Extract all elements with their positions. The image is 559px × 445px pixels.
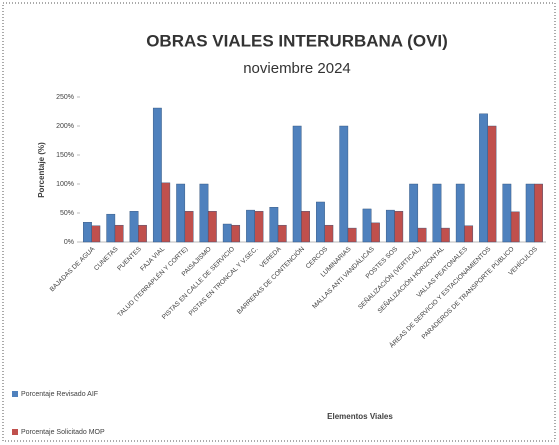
bar (339, 125, 349, 243)
bar (371, 222, 380, 243)
bar (231, 224, 241, 243)
y-tick-label: 200% (56, 123, 74, 130)
bar (432, 183, 442, 243)
bar (176, 183, 186, 243)
y-axis-label: Porcentaje (%) (37, 142, 46, 198)
bar (502, 183, 512, 243)
bar (83, 222, 92, 243)
bar (91, 225, 101, 243)
legend-label: Porcentaje Solicitado MOP (21, 429, 105, 436)
bar (161, 182, 171, 243)
bar (510, 211, 520, 243)
bar (269, 206, 279, 243)
bar (409, 183, 419, 243)
bar (207, 211, 217, 243)
bar (114, 224, 124, 243)
bar (324, 224, 334, 243)
bar (487, 125, 497, 243)
y-tick-label: 100% (56, 181, 74, 188)
y-tick-label: 50% (60, 210, 74, 217)
x-axis-label: Elementos Viales (327, 412, 393, 421)
bar (292, 125, 302, 243)
bar (362, 208, 372, 243)
y-tick-label: 150% (56, 152, 74, 159)
bar (479, 113, 488, 243)
bar (277, 224, 287, 243)
bar (464, 225, 474, 243)
y-tick-label: 250% (56, 94, 74, 101)
bar (417, 227, 427, 243)
chart-title: OBRAS VIALES INTERURBANA (OVI) (146, 31, 448, 50)
legend-swatch (12, 391, 18, 397)
bar (525, 183, 535, 243)
bar (440, 227, 450, 243)
bar (301, 211, 310, 243)
bar (199, 183, 209, 243)
bar (316, 201, 325, 243)
bar (106, 213, 116, 243)
bar (394, 211, 404, 243)
y-tick-label: 0% (64, 239, 74, 246)
bar (385, 209, 395, 243)
chart-subtitle: noviembre 2024 (243, 60, 351, 77)
bar (455, 183, 465, 243)
bar (246, 209, 255, 243)
bar (129, 211, 139, 243)
bar (222, 223, 232, 243)
bar (347, 227, 357, 243)
legend-label: Porcentaje Revisado AIF (21, 391, 98, 398)
bar (254, 211, 264, 243)
bar (534, 183, 543, 243)
bar (152, 107, 162, 243)
legend-swatch (12, 429, 18, 435)
bar (138, 224, 147, 243)
bar (184, 211, 194, 243)
